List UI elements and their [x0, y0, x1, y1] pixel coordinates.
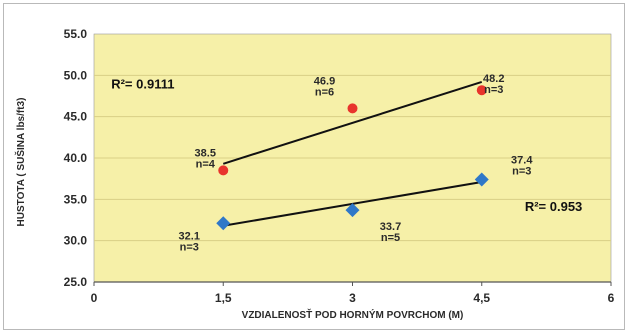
data-label-value: 38.5: [195, 147, 216, 159]
x-tick-label: 0: [91, 291, 98, 305]
x-tick-label: 1,5: [215, 291, 232, 305]
y-tick-label: 50.0: [64, 68, 88, 82]
data-point-circle: [218, 165, 229, 176]
y-tick-label: 25.0: [64, 275, 88, 289]
data-point-circle: [476, 85, 487, 96]
y-axis-title: HUSTOTA ( SUŠINA lbs/ft3): [14, 98, 27, 227]
y-axis-ticks: 25.0 30.0 35.0 40.0 45.0 50.0 55.0: [64, 27, 88, 289]
data-points: [216, 85, 489, 231]
trendline-series-0: [222, 80, 483, 165]
x-tick-label: 3: [349, 291, 356, 305]
y-tick-label: 35.0: [64, 192, 88, 206]
data-label-n: n=3: [512, 165, 531, 177]
y-tick-label: 45.0: [64, 110, 88, 124]
r-squared-labels: R²= 0.9111 R²= 0.953: [111, 77, 582, 214]
data-point-diamond: [216, 216, 231, 231]
gridlines: [94, 74, 611, 242]
data-label-n: n=3: [484, 84, 503, 96]
data-point-diamond: [345, 203, 360, 218]
y-tick-label: 30.0: [64, 234, 88, 248]
data-label-value: 48.2: [483, 73, 504, 85]
data-label-value: 33.7: [380, 221, 401, 233]
data-label-value: 32.1: [179, 230, 200, 242]
x-axis-title: VZDIALENOSŤ POD HORNÝM POVRCHOM (M): [242, 308, 464, 321]
data-label-n: n=4: [196, 158, 216, 170]
data-labels: 38.5n=446.9n=648.2n=332.1n=333.7n=537.4n…: [179, 73, 534, 253]
r-squared-label: R²= 0.953: [525, 199, 582, 214]
y-tick-label: 55.0: [64, 27, 88, 41]
data-label-n: n=3: [180, 241, 199, 253]
r-squared-label: R²= 0.9111: [111, 77, 174, 92]
data-label-n: n=5: [381, 232, 400, 244]
data-point-diamond: [474, 172, 489, 187]
x-tick-label: 6: [608, 291, 615, 305]
data-label-value: 37.4: [511, 154, 533, 166]
x-axis-ticks: 0 1,5 3 4,5 6: [91, 282, 615, 305]
data-label-value: 46.9: [314, 75, 335, 87]
data-point-circle: [347, 103, 358, 114]
y-tick-label: 40.0: [64, 151, 88, 165]
data-label-n: n=6: [315, 86, 334, 98]
x-tick-label: 4,5: [473, 291, 490, 305]
